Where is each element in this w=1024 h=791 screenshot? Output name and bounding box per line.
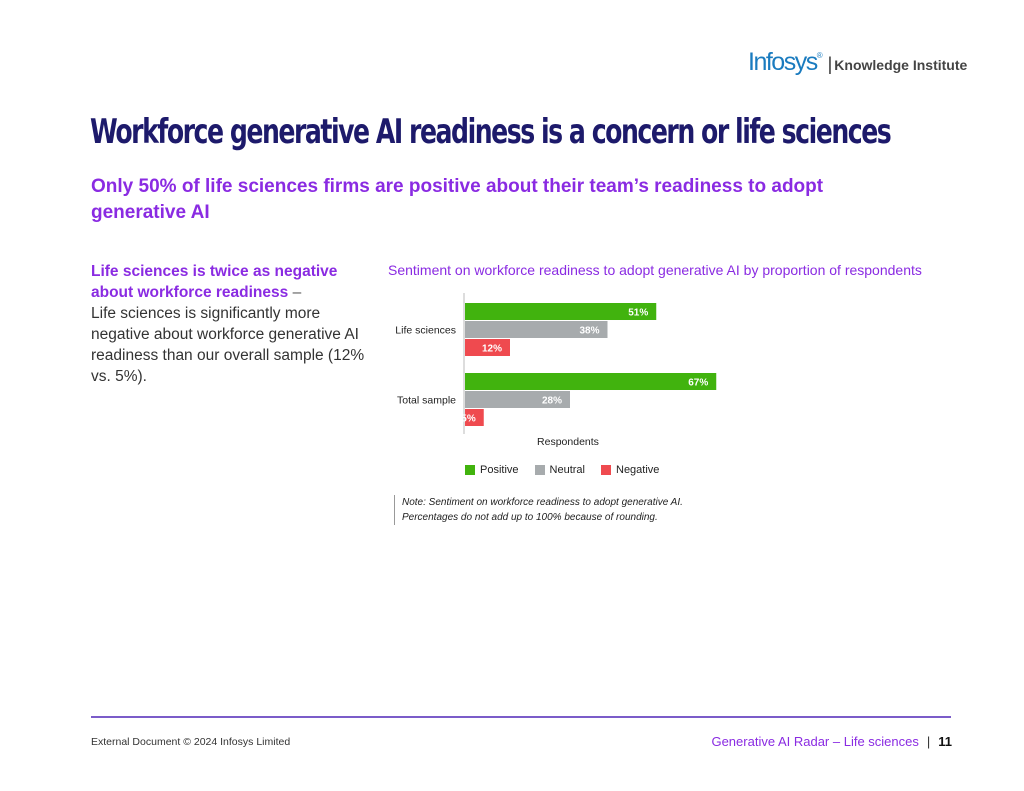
bar-neutral (465, 391, 570, 408)
callout-body: Life sciences is significantly more nega… (91, 305, 365, 385)
bar-positive (465, 303, 657, 320)
bar-neutral (465, 321, 608, 338)
infosys-logo: Infosys ® | Knowledge Institute (748, 48, 967, 77)
footer-pagination: Generative AI Radar – Life sciences | 11 (711, 734, 952, 749)
footer-rule (91, 716, 951, 718)
legend-item-neutral: Neutral (534, 464, 585, 476)
legend-label: Neutral (549, 464, 585, 476)
note-line-2: Percentages do not add up to 100% becaus… (402, 512, 658, 523)
legend-swatch (601, 465, 611, 475)
chart-note: Note: Sentiment on workforce readiness t… (394, 495, 683, 525)
logo-wordmark: Infosys (748, 48, 818, 76)
legend-item-negative: Negative (601, 464, 659, 476)
bar-negative (465, 409, 484, 426)
registered-mark-icon: ® (816, 51, 823, 60)
data-label: 12% (482, 344, 502, 355)
footer-separator: | (926, 734, 931, 749)
category-label: Life sciences (395, 325, 456, 337)
data-label: 67% (688, 378, 708, 389)
legend-label: Negative (616, 464, 660, 476)
callout-dash: – (292, 284, 302, 301)
legend-swatch (534, 465, 545, 475)
footer-copyright: External Document © 2024 Infosys Limited (91, 736, 291, 748)
legend-item-positive: Positive (465, 464, 519, 476)
data-label: 5% (461, 414, 476, 425)
legend-label: Positive (480, 464, 519, 476)
chart-legend: Positive Neutral Negative (465, 464, 659, 476)
category-label: Total sample (397, 395, 456, 407)
footer-section-title: Generative AI Radar – Life sciences (711, 734, 919, 749)
page-number: 11 (938, 734, 952, 749)
data-label: 51% (628, 308, 648, 319)
sidebar-callout: Life sciences is twice as negative about… (91, 261, 376, 387)
logo-divider: | (827, 54, 833, 74)
bar-negative (465, 339, 510, 356)
bar-positive (465, 373, 717, 390)
x-axis-title: Respondents (537, 436, 599, 448)
chart-title: Sentiment on workforce readiness to adop… (388, 262, 922, 278)
data-label: 28% (542, 396, 562, 407)
data-label: 38% (579, 326, 599, 337)
legend-swatch (465, 465, 475, 475)
sentiment-bar-chart: Life sciences 51% 38% 12% Total sample 67% 28%… (395, 293, 717, 448)
page-headline: Workforce generative AI readiness is a c… (90, 112, 892, 152)
note-line-1: Note: Sentiment on workforce readiness t… (402, 497, 683, 508)
page-subheadline: Only 50% of life sciences firms are posi… (91, 176, 824, 223)
callout-title: Life sciences is twice as negative about… (91, 263, 338, 301)
logo-subtitle: Knowledge Institute (834, 57, 968, 73)
